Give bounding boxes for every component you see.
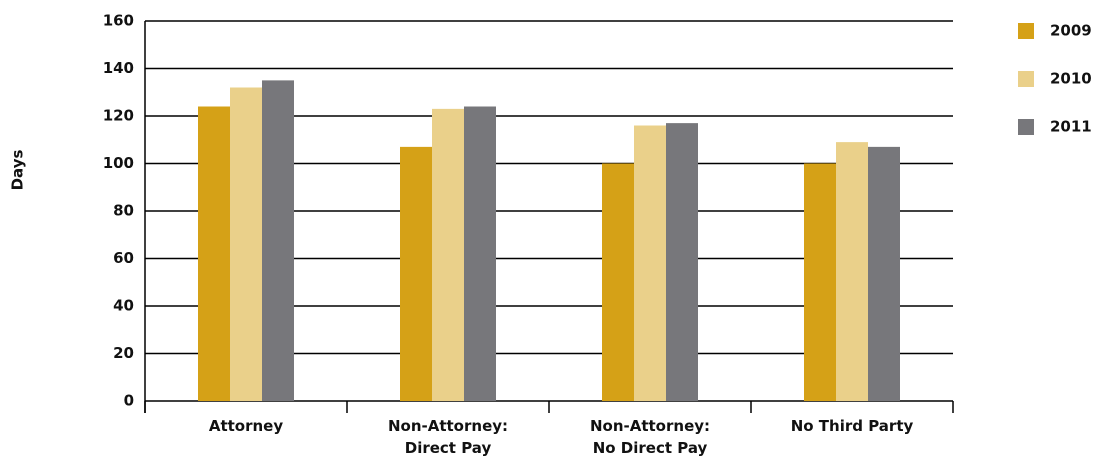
x-tick-label-line: Non-Attorney: <box>388 417 508 435</box>
bar <box>868 146 900 401</box>
bar <box>836 142 868 401</box>
legend-swatch <box>1018 71 1034 87</box>
y-tick-label: 160 <box>103 12 134 30</box>
bar <box>400 146 432 401</box>
bar <box>262 80 294 401</box>
legend-label: 2011 <box>1050 118 1092 136</box>
y-tick-label: 100 <box>103 154 134 172</box>
bar <box>464 106 496 401</box>
x-tick-label-line: No Direct Pay <box>593 439 708 457</box>
legend-swatch <box>1018 119 1034 135</box>
y-tick-label: 0 <box>124 392 134 410</box>
bar <box>804 163 836 401</box>
y-tick-label: 40 <box>113 297 134 315</box>
legend-swatch <box>1018 23 1034 39</box>
x-tick-label-line: Non-Attorney: <box>590 417 710 435</box>
y-tick-label: 120 <box>103 107 134 125</box>
bar <box>230 87 262 401</box>
x-tick-label-line: Attorney <box>209 417 284 435</box>
y-tick-label: 80 <box>113 202 134 220</box>
y-tick-label: 140 <box>103 59 134 77</box>
x-tick-label: Non-Attorney: Direct Pay <box>388 417 508 457</box>
y-tick-label: 20 <box>113 344 134 362</box>
legend-label: 2010 <box>1050 70 1092 88</box>
bar <box>634 125 666 401</box>
x-tick-label: No Third Party <box>791 417 914 435</box>
bar <box>602 163 634 401</box>
bar <box>198 106 230 401</box>
x-tick-label-line: Direct Pay <box>405 439 492 457</box>
bar <box>432 108 464 401</box>
bar <box>666 123 698 401</box>
y-tick-label: 60 <box>113 249 134 267</box>
legend-label: 2009 <box>1050 22 1092 40</box>
x-tick-label-line: No Third Party <box>791 417 914 435</box>
x-tick-label: Non-Attorney: No Direct Pay <box>590 417 710 457</box>
y-axis-label: Days <box>9 150 27 191</box>
x-tick-label: Attorney <box>209 417 284 435</box>
